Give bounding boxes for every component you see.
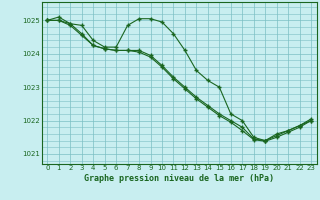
X-axis label: Graphe pression niveau de la mer (hPa): Graphe pression niveau de la mer (hPa) xyxy=(84,174,274,183)
